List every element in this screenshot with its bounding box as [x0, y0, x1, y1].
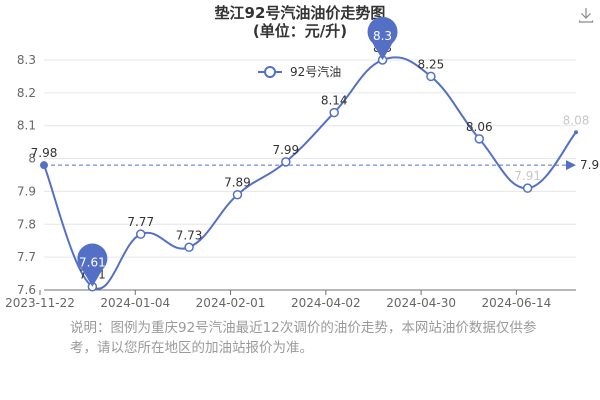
chart-title: 垫江92号汽油油价走势图 (单位：元/升): [0, 4, 600, 40]
y-tick-label: 7.7: [17, 250, 36, 264]
x-tick-label: 2023-11-22: [5, 296, 75, 310]
data-label: 8.14: [321, 94, 348, 108]
y-tick-label: 8.3: [17, 53, 36, 67]
x-axis: [39, 289, 576, 295]
y-tick-label: 7.6: [17, 283, 36, 297]
series-line: [43, 56, 577, 290]
x-tick-label: 2024-06-14: [482, 296, 552, 310]
data-point: [474, 134, 485, 144]
x-tick-label: 2024-04-02: [291, 296, 361, 310]
min-pin-label: 7.61: [79, 256, 106, 270]
min-pin-shape: [77, 243, 108, 287]
data-label: 7.91: [514, 169, 541, 183]
legend-marker: [264, 66, 276, 78]
data-points: [87, 55, 578, 292]
data-label: 7.99: [272, 143, 299, 157]
line-chart: 7.67.77.87.988.18.28.3 2023-11-22 2024-01…: [5, 16, 600, 310]
data-label: 8.08: [563, 113, 590, 127]
data-point: [232, 189, 243, 200]
data-point: [574, 130, 578, 135]
data-label: 7.98: [31, 146, 58, 160]
x-axis-tick-labels: 2023-11-22 2024-01-04 2024-02-01 2024-04-02…: [5, 296, 551, 310]
chart-subtitle: (单位：元/升): [252, 22, 348, 40]
data-point: [135, 229, 146, 239]
x-tick-label: 2024-04-30: [386, 296, 456, 310]
data-point: [184, 242, 194, 253]
data-point: [426, 71, 436, 82]
x-tick-label: 2024-01-04: [100, 296, 170, 310]
y-tick-label: 8.2: [17, 86, 36, 100]
extreme-markers: 8.3 7.61: [77, 16, 398, 287]
legend-label: 92号汽油: [290, 64, 341, 79]
data-label: 7.77: [127, 215, 154, 229]
average-arrow: [566, 160, 576, 171]
x-tick-label: 2024-02-01: [196, 296, 266, 310]
data-label: 7.89: [224, 176, 251, 190]
max-pin: 8.3: [367, 16, 398, 60]
chart-note: 说明：图例为重庆92号汽油最近12次调价的油价走势，本网站油价数据仅供参考，请以…: [70, 320, 537, 356]
data-point: [281, 157, 291, 167]
average-line-label: 7.98: [580, 158, 600, 172]
max-pin-label: 8.3: [373, 29, 392, 43]
data-label: 8.25: [418, 57, 445, 71]
grid-lines: [44, 59, 576, 291]
y-tick-label: 7.9: [17, 184, 36, 198]
data-label: 8.06: [466, 120, 493, 134]
series-92-gasoline: [43, 56, 577, 290]
y-axis-tick-labels: 7.6 7.7 7.8 7.9 8 8.1 8.2 8.3: [17, 53, 36, 297]
data-point: [329, 107, 339, 118]
legend[interactable]: 92号汽油: [258, 64, 341, 79]
y-tick-label: 8.1: [17, 119, 36, 133]
data-label: 7.73: [176, 228, 203, 242]
min-pin: 7.61: [77, 243, 108, 287]
data-point: [522, 183, 533, 193]
y-tick-label: 7.8: [17, 217, 36, 231]
download-icon[interactable]: [578, 7, 594, 23]
max-pin-shape: [367, 16, 398, 60]
chart-title-text: 垫江92号汽油油价走势图: [214, 4, 386, 22]
y-tick-label: 8: [28, 152, 36, 166]
